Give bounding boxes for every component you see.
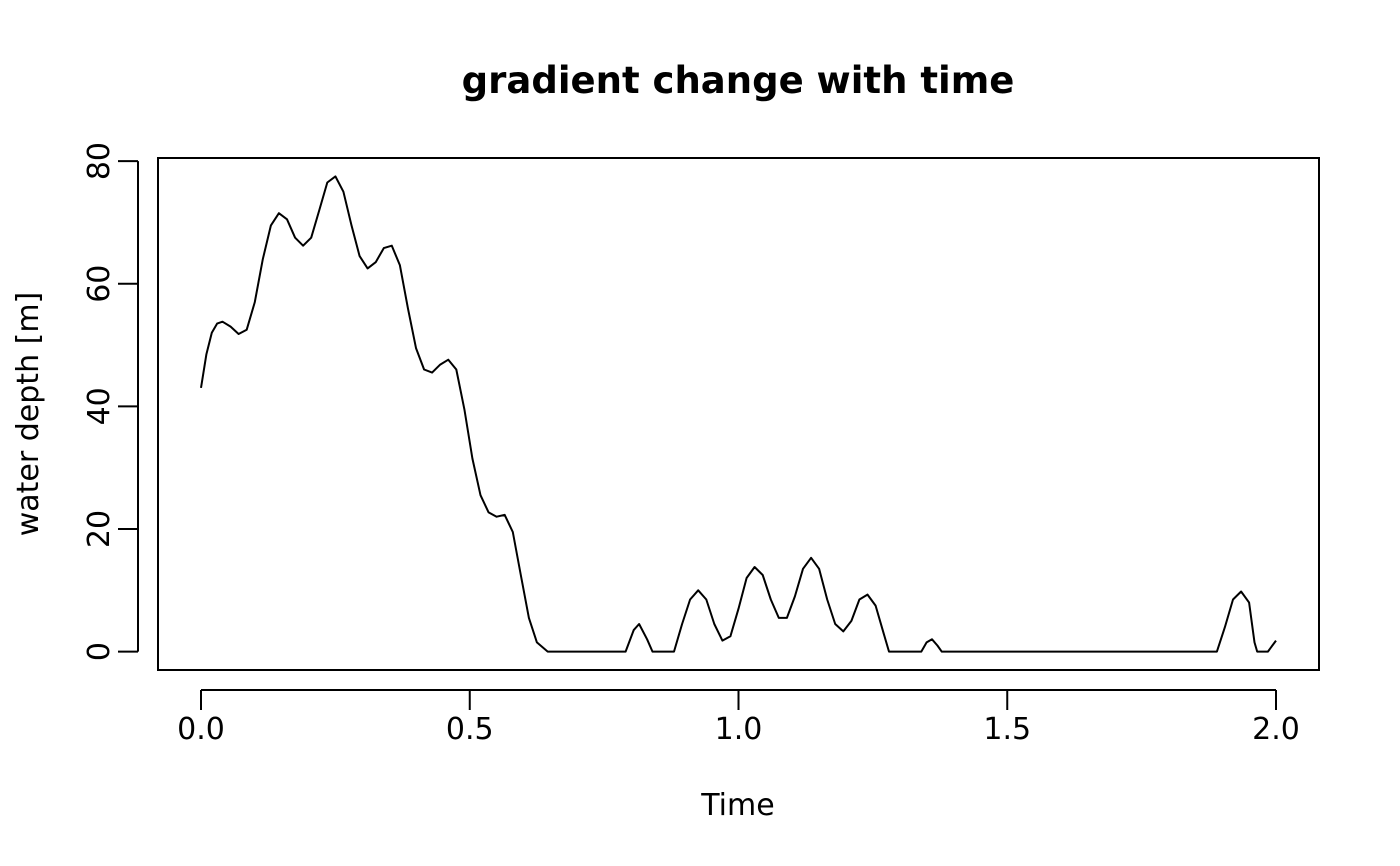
y-tick-label: 80 [82,142,117,180]
x-axis-label: Time [700,788,774,823]
y-axis: 0 20 40 60 80 [82,142,139,661]
x-tick-label: 2.0 [1252,712,1300,747]
y-tick-label: 20 [82,510,117,548]
y-tick-label: 60 [82,265,117,303]
x-tick-label: 0.5 [446,712,494,747]
x-tick-label: 1.5 [983,712,1031,747]
x-axis: 0.0 0.5 1.0 1.5 2.0 [177,689,1300,747]
y-axis-label: water depth [m] [11,292,46,537]
plot-frame [157,157,1320,671]
x-tick-label: 0.0 [177,712,225,747]
y-tick-label: 40 [82,387,117,425]
chart-title: gradient change with time [462,59,1015,102]
x-tick-label: 1.0 [715,712,763,747]
series-line [200,175,1277,653]
y-tick-label: 0 [82,642,117,661]
